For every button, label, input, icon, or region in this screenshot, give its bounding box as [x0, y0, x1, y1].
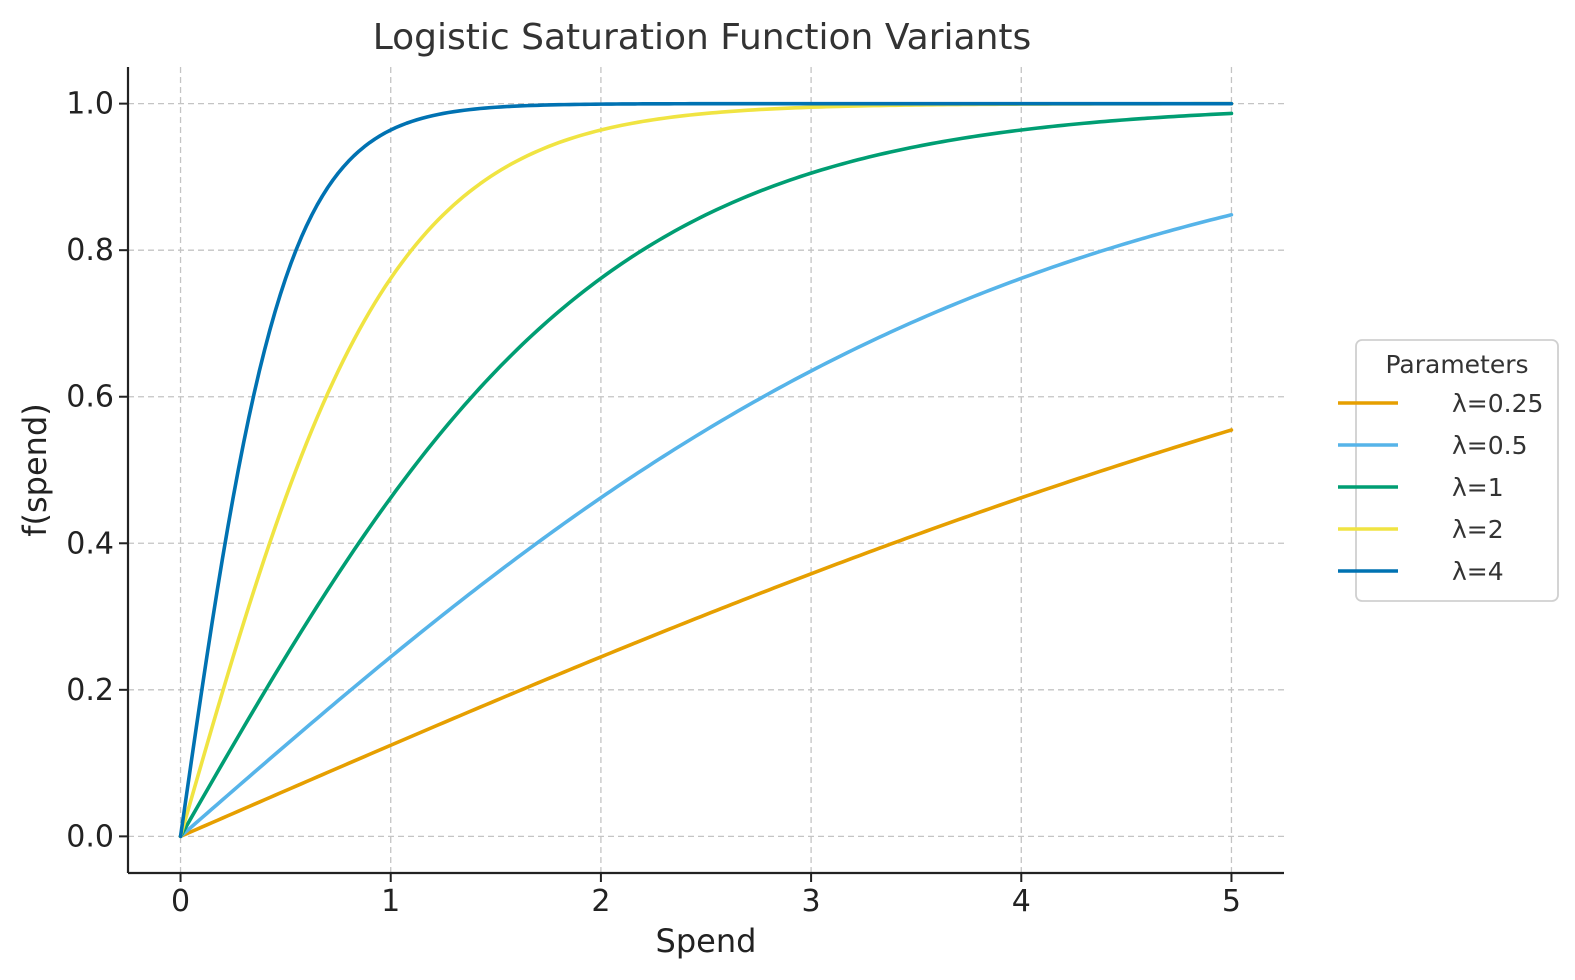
legend-items: λ=0.25 λ=0.5 λ=1 λ=2 λ=4 [1338, 389, 1543, 586]
legend-label: λ=2 [1452, 515, 1504, 544]
chart-title: Logistic Saturation Function Variants [373, 17, 1032, 58]
y-tick-label: 0.8 [66, 233, 114, 268]
series-layer [178, 101, 1234, 839]
series-line-λ=1 [178, 111, 1234, 839]
series-line-λ=0.5 [178, 213, 1234, 839]
x-tick-label: 1 [381, 884, 400, 919]
y-tick-label: 0.4 [66, 526, 114, 561]
x-axis-label: Spend [656, 922, 757, 960]
y-tick-label: 0.6 [66, 380, 114, 415]
legend-title: Parameters [1385, 350, 1528, 379]
series-line-λ=0.25 [178, 428, 1234, 839]
x-tick-label: 4 [1012, 884, 1031, 919]
x-tick-label: 2 [591, 884, 610, 919]
legend-label: λ=0.5 [1452, 431, 1528, 460]
axes-spines [126, 67, 1284, 875]
series-line-λ=4 [178, 101, 1234, 839]
ticks-layer: 0 1 2 3 4 5 0.0 0.2 0.4 0.6 0.8 1.0 [66, 87, 1241, 919]
x-tick-label: 0 [171, 884, 190, 919]
legend-box [1355, 339, 1559, 602]
y-tick-label: 0.0 [66, 819, 114, 854]
legend-label: λ=4 [1452, 557, 1504, 586]
legend-label: λ=1 [1452, 473, 1504, 502]
x-tick-label: 5 [1222, 884, 1241, 919]
y-tick-label: 0.2 [66, 673, 114, 708]
grid-layer [128, 67, 1284, 873]
y-axis-label: f(spend) [16, 403, 54, 537]
legend: Parameters λ=0.25 λ=0.5 λ=1 λ=2 λ=4 [1338, 339, 1559, 602]
y-tick-label: 1.0 [66, 87, 114, 122]
legend-label: λ=0.25 [1452, 389, 1543, 418]
x-tick-label: 3 [802, 884, 821, 919]
